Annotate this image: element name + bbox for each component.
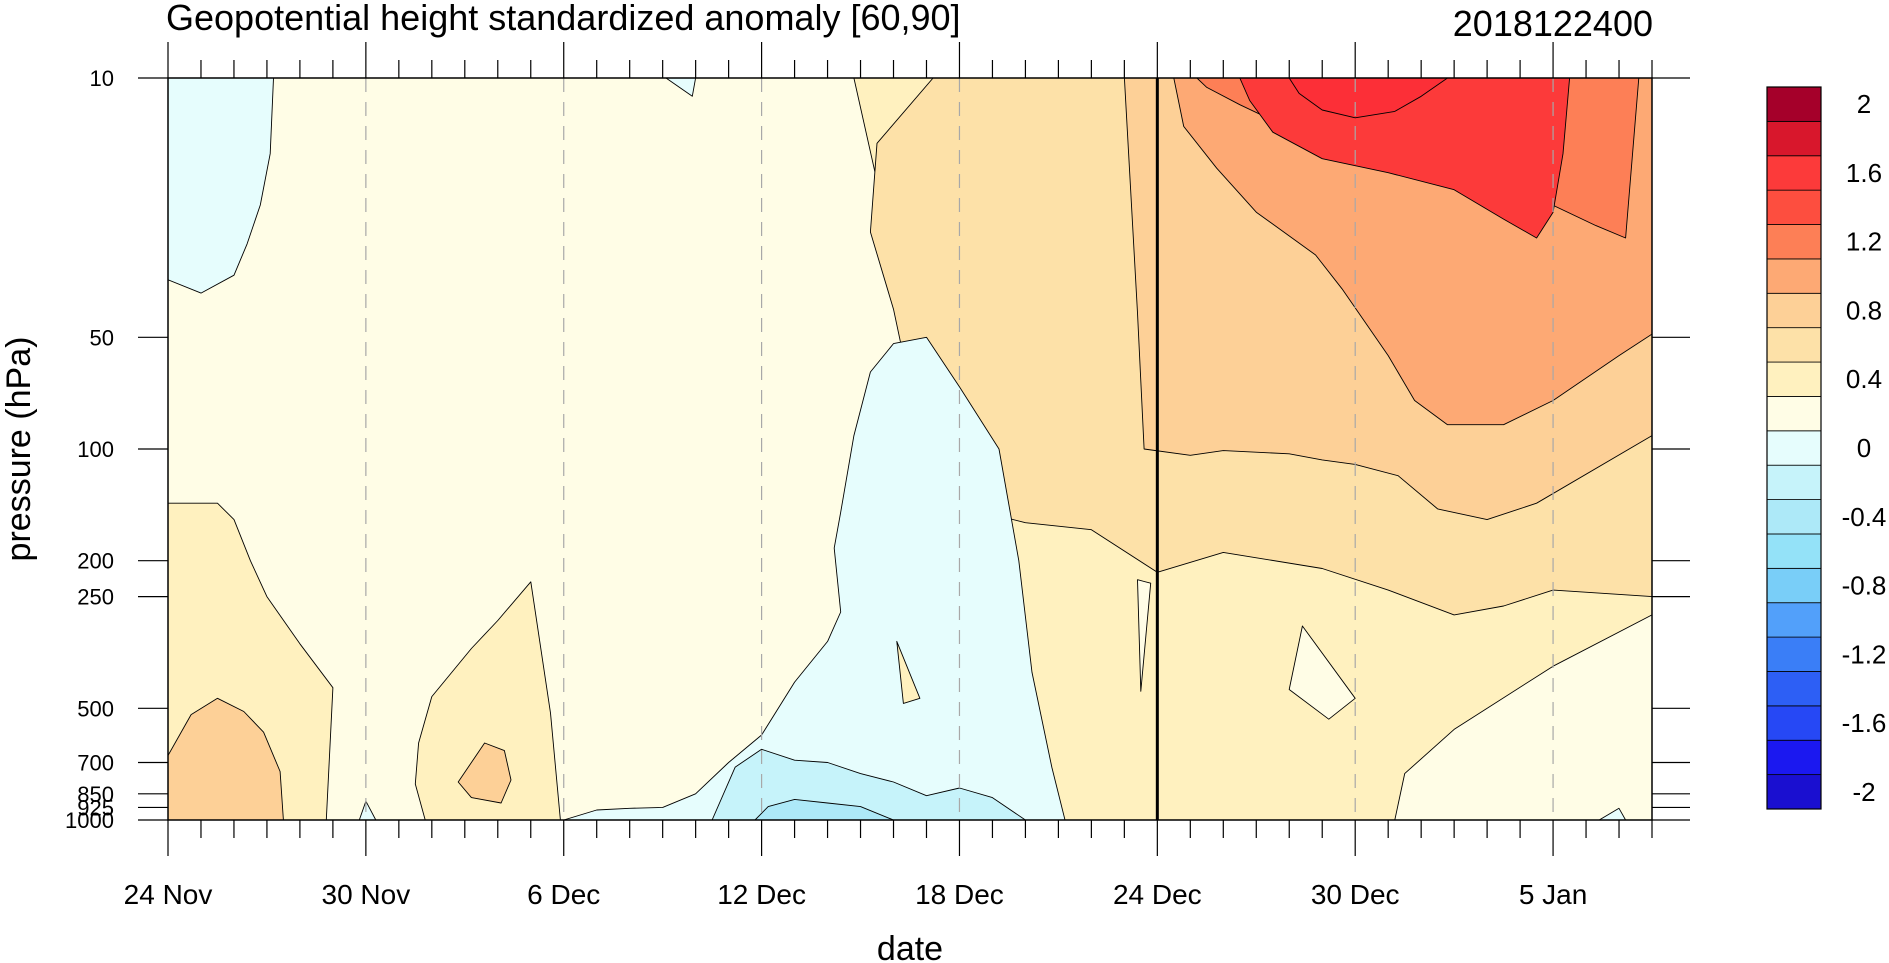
axis-layer: 24 Nov 30 Nov 6 Dec 12 Dec 18 Dec 24 Dec 30 De… <box>65 42 1690 910</box>
contour-region-positive-anomaly-0.4-0.6-lower-left <box>168 697 284 820</box>
colorbar-label: -1.2 <box>1842 639 1887 669</box>
x-tick-label: 24 Dec <box>1113 879 1202 910</box>
y-tick-label: 100 <box>77 437 114 462</box>
colorbar-swatch <box>1766 739 1822 776</box>
colorbar-swatch <box>1766 636 1822 672</box>
contour-region-negative-anomaly-surface-jan <box>1598 807 1627 820</box>
colorbar-swatch <box>1766 224 1822 260</box>
date-grid-layer <box>365 78 1554 820</box>
colorbar-swatch <box>1766 361 1822 397</box>
colorbar-label: 2 <box>1857 89 1871 119</box>
colorbar-swatch <box>1766 567 1822 604</box>
contour-region-positive-anomaly-sliver-23dec <box>1137 579 1152 692</box>
colorbar-swatch <box>1766 464 1822 500</box>
colorbar-swatch <box>1766 86 1822 122</box>
chart-title: Geopotential height standardized anomaly… <box>166 0 961 38</box>
colorbar-label: -1.6 <box>1842 708 1887 738</box>
contour-region-positive-anomaly-0.4-0.6-early-december <box>457 742 512 804</box>
y-tick-label: 50 <box>90 325 114 350</box>
x-tick-label: 24 Nov <box>124 879 213 910</box>
y-tick-label: 700 <box>77 751 114 776</box>
chart-subtitle: 2018122400 <box>1453 3 1653 44</box>
colorbar-label: -0.8 <box>1842 571 1887 601</box>
x-axis-label: date <box>877 930 943 963</box>
y-tick-label: 200 <box>77 549 114 574</box>
colorbar-swatch <box>1766 189 1822 225</box>
contour-region-positive-anomaly-1.4-1.6-stratosphere-peak <box>1288 78 1448 119</box>
x-tick-label: 18 Dec <box>915 879 1004 910</box>
colorbar-label: 1.6 <box>1846 158 1882 188</box>
colorbar-label: 0.8 <box>1846 295 1882 325</box>
y-axis-label: pressure (hPa) <box>0 337 38 562</box>
colorbar-swatch <box>1766 705 1822 741</box>
contour-region-positive-anomaly-0.2-0.4-early-december <box>414 581 561 820</box>
colorbar-label: 1.2 <box>1846 227 1882 257</box>
colorbar-swatch <box>1766 327 1822 363</box>
x-tick-label: 6 Dec <box>527 879 600 910</box>
colorbar-swatch <box>1766 292 1822 329</box>
colorbar-label: 0 <box>1857 433 1871 463</box>
contour-region-negative-anomaly-lower-0.4-0.6 <box>754 798 894 820</box>
colorbar-swatch <box>1766 120 1822 157</box>
x-tick-label: 12 Dec <box>717 879 806 910</box>
y-tick-label: 850 <box>77 782 114 807</box>
contour-region-positive-anomaly-1.2-1.4-stratosphere-core <box>1239 78 1571 239</box>
y-tick-label: 10 <box>90 66 114 91</box>
x-tick-label: 5 Jan <box>1519 879 1588 910</box>
contour-fill-layer <box>168 78 1652 820</box>
colorbar-swatch <box>1766 258 1822 294</box>
colorbar-label: -0.4 <box>1842 502 1887 532</box>
colorbar-swatch <box>1766 430 1822 466</box>
x-tick-label: 30 Nov <box>322 879 411 910</box>
colorbar: 2 1.6 1.2 0.8 0.4 0 -0.4 -0.8 -1.2 -1.6 -2 <box>1766 86 1887 810</box>
colorbar-swatch <box>1766 396 1822 432</box>
contour-region-negative-anomaly-mid-troposphere <box>563 336 1066 820</box>
x-tick-label: 30 Dec <box>1311 879 1400 910</box>
contour-region-positive-anomaly-near-zero-29dec <box>1288 625 1356 720</box>
colorbar-frame <box>1766 86 1822 810</box>
colorbar-label: 0.4 <box>1846 364 1882 394</box>
contour-region-negative-anomaly-top-left <box>168 78 274 294</box>
colorbar-swatch <box>1766 499 1822 535</box>
contour-region-negative-anomaly-surface-6nov <box>358 800 377 820</box>
y-tick-label: 1000 <box>65 808 114 833</box>
colorbar-label: -2 <box>1852 777 1875 807</box>
colorbar-swatch <box>1766 155 1822 191</box>
colorbar-swatch <box>1766 602 1822 638</box>
y-tick-label: 925 <box>77 795 114 820</box>
colorbar-swatch <box>1766 533 1822 569</box>
contour-region-negative-anomaly-top-small <box>665 78 697 97</box>
y-tick-label: 500 <box>77 696 114 721</box>
colorbar-swatch <box>1766 774 1822 810</box>
y-tick-label: 250 <box>77 585 114 610</box>
colorbar-swatch <box>1766 671 1822 707</box>
contour-region-positive-anomaly-sliver-16dec <box>896 640 921 704</box>
